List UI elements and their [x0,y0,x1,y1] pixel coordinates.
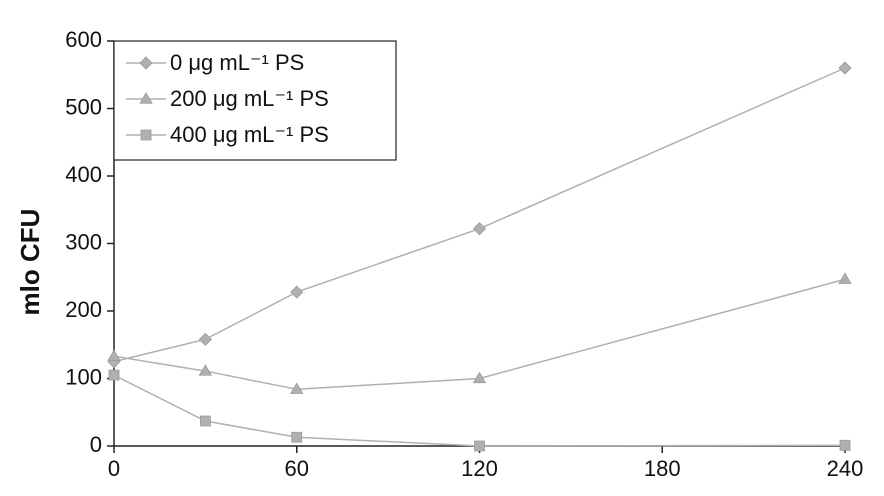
square-marker [140,129,152,141]
triangle-marker [838,272,852,284]
triangle-marker [139,92,153,104]
square-marker [199,415,211,427]
y-tick-label: 400 [65,162,102,187]
y-tick-label: 0 [90,432,102,457]
triangle-marker [290,382,304,394]
x-tick-label: 60 [285,456,309,481]
square-marker [839,439,851,451]
square-marker [108,369,120,381]
square-marker [474,440,485,452]
y-axis-label: mlo CFU [15,209,45,316]
triangle-marker [472,371,487,384]
y-tick-label: 300 [65,229,102,254]
x-tick-label: 180 [644,456,681,481]
diamond-marker [838,61,852,75]
legend-label: 200 μg mL⁻¹ PS [170,86,329,111]
series-line [113,374,846,447]
legend-label: 400 μg mL⁻¹ PS [170,122,329,147]
square-marker [291,431,303,443]
triangle-marker [107,349,121,361]
x-tick-label: 240 [827,456,864,481]
triangle-marker [198,364,213,376]
x-tick-label: 120 [461,456,498,481]
diamond-marker [139,56,153,70]
diamond-marker [472,222,487,236]
x-tick-label: 0 [108,456,120,481]
legend-label: 0 μg mL⁻¹ PS [170,50,304,75]
y-tick-label: 200 [65,297,102,322]
y-tick-label: 500 [65,94,102,119]
y-tick-label: 600 [65,27,102,52]
diamond-marker [198,332,212,346]
diamond-marker [290,285,304,299]
legend-box [113,40,397,161]
y-tick-label: 100 [65,364,102,389]
